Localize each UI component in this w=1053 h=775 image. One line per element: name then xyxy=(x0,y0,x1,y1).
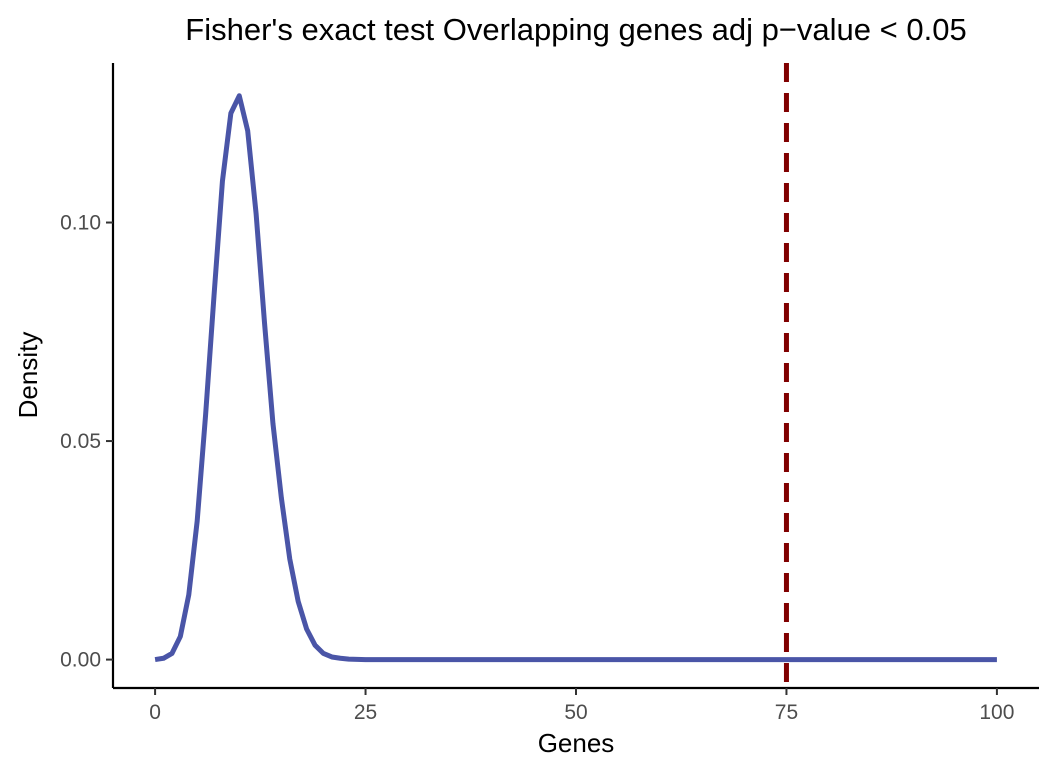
plot-area xyxy=(154,63,997,688)
y-tick-label: 0.10 xyxy=(60,212,101,235)
x-tick-label: 50 xyxy=(564,701,587,724)
y-tick-label: 0.00 xyxy=(60,649,101,672)
y-axis-ticks: 0.00 0.05 0.10 xyxy=(60,212,113,672)
x-tick-label: 75 xyxy=(775,701,798,724)
x-tick-label: 0 xyxy=(149,701,161,724)
x-tick-label: 25 xyxy=(354,701,377,724)
y-tick-label: 0.05 xyxy=(60,430,101,453)
y-axis-title: Density xyxy=(13,332,43,419)
x-axis-title: Genes xyxy=(538,728,615,758)
chart-title: Fisher's exact test Overlapping genes ad… xyxy=(185,12,966,47)
density-line-series-0 xyxy=(154,93,997,663)
x-tick-label: 100 xyxy=(979,701,1014,724)
x-axis-ticks: 0 25 50 75 100 xyxy=(149,688,1014,724)
